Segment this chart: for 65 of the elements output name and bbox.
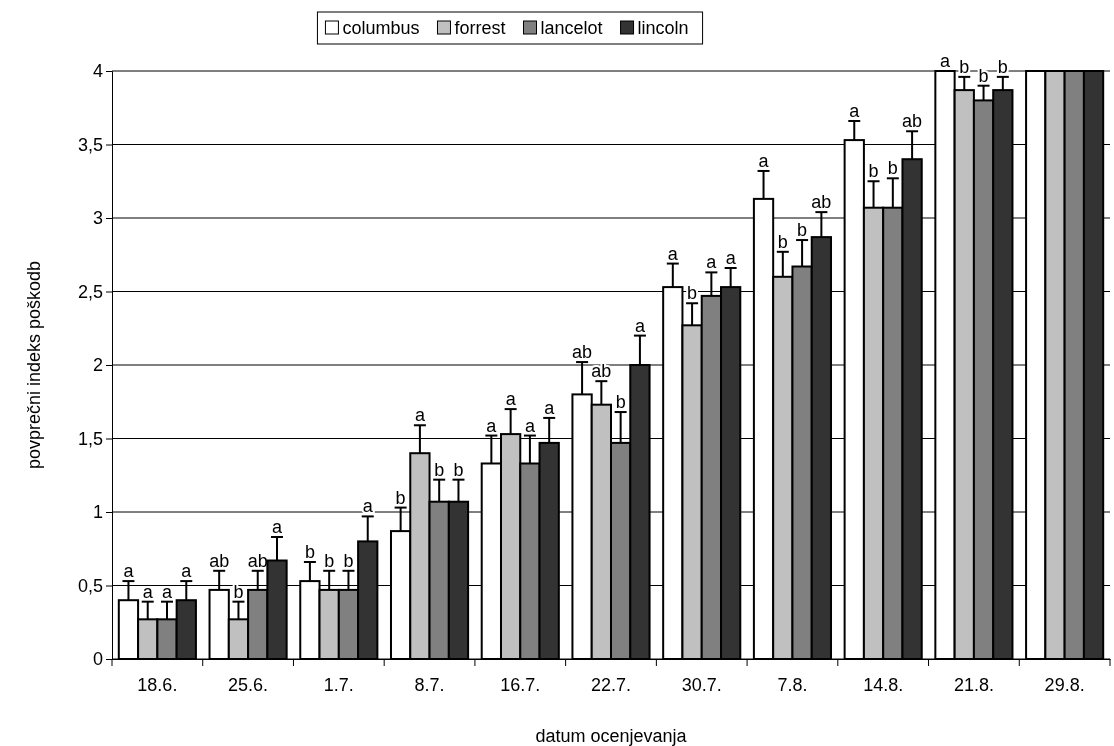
data-label: ab (591, 361, 612, 382)
legend-label: forrest (454, 18, 506, 38)
data-label: a (162, 581, 173, 602)
data-label: a (486, 415, 498, 436)
data-label: a (181, 561, 193, 582)
data-label: b (434, 459, 445, 480)
data-label: a (272, 516, 283, 537)
x-axis-title: datum ocenjevanja (535, 726, 688, 746)
x-tick-label: 1.7. (323, 674, 354, 695)
x-tick-label: 16.7. (500, 674, 541, 695)
y-axis-title: povprečni indeks poškodb (24, 260, 44, 470)
legend-label: lancelot (540, 18, 603, 38)
data-label: ab (811, 192, 832, 213)
data-label: b (997, 56, 1008, 77)
data-label: a (414, 405, 426, 426)
data-label: a (758, 150, 770, 171)
data-label: b (343, 550, 354, 571)
x-tick-label: 22.7. (590, 674, 632, 695)
data-label: a (123, 561, 135, 582)
legend-label: columbus (342, 18, 420, 38)
y-tick-label: 0 (92, 649, 103, 670)
data-label: b (304, 541, 315, 562)
data-label: a (849, 100, 861, 121)
x-tick-label: 21.8. (953, 674, 994, 695)
x-tick-label: 18.6. (137, 674, 178, 695)
x-tick-label: 29.8. (1044, 674, 1085, 695)
data-label: b (777, 231, 788, 252)
x-tick-label: 8.7. (414, 674, 445, 695)
x-tick-label: 7.8. (777, 674, 808, 695)
x-tick-label: 25.6. (228, 674, 269, 695)
data-label: a (362, 496, 374, 517)
x-tick-label: 30.7. (681, 674, 722, 695)
data-label: b (797, 220, 808, 241)
data-label: ab (209, 550, 230, 571)
data-label: a (544, 397, 556, 418)
data-label: b (868, 161, 879, 182)
data-label: ab (572, 342, 593, 363)
data-label: a (634, 315, 646, 336)
y-tick-label: 1 (92, 502, 103, 523)
data-label: a (706, 252, 718, 273)
data-label: ab (902, 111, 923, 132)
data-label: b (978, 65, 989, 86)
legend-label: lincoln (637, 18, 689, 38)
data-label: b (324, 550, 335, 571)
y-tick-label: 3,5 (77, 134, 103, 155)
data-label: a (667, 243, 679, 264)
data-label: a (505, 389, 517, 410)
data-label: b (887, 158, 898, 179)
y-tick-label: 0,5 (77, 575, 103, 596)
y-tick-label: 1,5 (77, 428, 103, 449)
data-label: a (939, 51, 951, 71)
data-label: b (233, 581, 244, 602)
data-label: a (524, 415, 536, 436)
x-tick-label: 14.8. (863, 674, 904, 695)
y-tick-label: 2 (92, 355, 103, 376)
data-label: b (615, 392, 626, 413)
y-tick-label: 4 (92, 61, 103, 82)
data-label: b (453, 459, 464, 480)
data-label: a (725, 247, 737, 268)
data-label: b (395, 487, 406, 508)
data-label: b (959, 56, 970, 77)
y-tick-label: 3 (92, 208, 103, 229)
data-label: ab (247, 550, 268, 571)
y-tick-label: 2,5 (77, 281, 103, 302)
data-label: a (142, 581, 154, 602)
